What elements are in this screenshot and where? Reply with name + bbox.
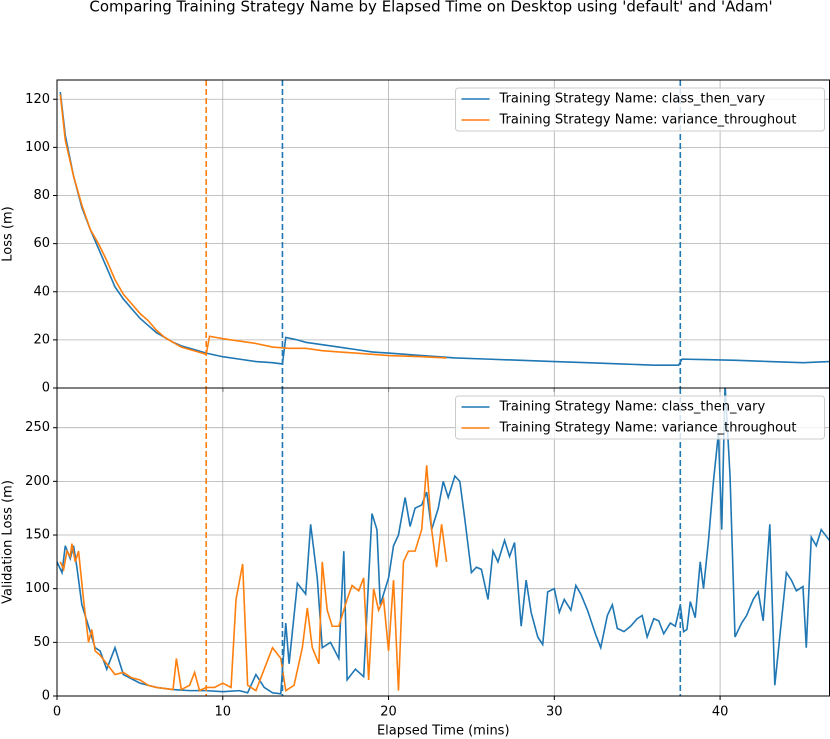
x-tick-label: 20 — [380, 705, 397, 720]
legend-box — [455, 87, 825, 132]
y-tick-label: 120 — [25, 92, 50, 107]
y-tick-label: 0 — [42, 381, 50, 396]
y-tick-label: 20 — [33, 332, 50, 347]
x-tick-label: 30 — [546, 705, 563, 720]
series-line — [59, 465, 448, 692]
x-tick-label: 10 — [214, 705, 231, 720]
y-tick-label: 80 — [33, 188, 50, 203]
legend: Training Strategy Name: class_then_vary T… — [455, 87, 825, 132]
x-axis-label: Elapsed Time (mins) — [377, 724, 510, 739]
y-tick-label: 100 — [25, 581, 50, 596]
y-tick-label: 0 — [42, 689, 50, 704]
series-line — [57, 388, 830, 695]
y-axis-label: Validation Loss (m) — [1, 480, 16, 604]
y-tick-label: 50 — [33, 635, 50, 650]
y-tick-label: 60 — [33, 236, 50, 251]
x-tick-label: 40 — [712, 705, 729, 720]
y-tick-label: 40 — [33, 284, 50, 299]
legend-label: Training Strategy Name: variance_through… — [499, 421, 797, 436]
y-tick-label: 100 — [25, 140, 50, 155]
legend-box — [455, 395, 825, 440]
y-axis-label: Loss (m) — [1, 206, 16, 261]
plot-area: 0 50 100 150 200 250 0 10 20 30 40 Elapsed Time (mi… — [1, 387, 830, 739]
series-line — [59, 91, 830, 366]
y-tick-label: 250 — [25, 420, 50, 435]
y-tick-label: 200 — [25, 474, 50, 489]
legend: Training Strategy Name: class_then_vary T… — [455, 395, 825, 440]
x-tick-label: 0 — [53, 705, 61, 720]
figure-title: Comparing Training Strategy Name by Elap… — [89, 0, 772, 16]
legend-label: Training Strategy Name: class_then_vary — [499, 92, 766, 107]
y-tick-label: 150 — [25, 528, 50, 543]
series-line — [59, 94, 447, 359]
plot-area: 0 20 40 60 80 100 120 Loss (m) Training Strategy… — [1, 79, 830, 396]
legend-label: Training Strategy Name: class_then_vary — [499, 400, 766, 415]
legend-label: Training Strategy Name: variance_through… — [499, 113, 797, 128]
